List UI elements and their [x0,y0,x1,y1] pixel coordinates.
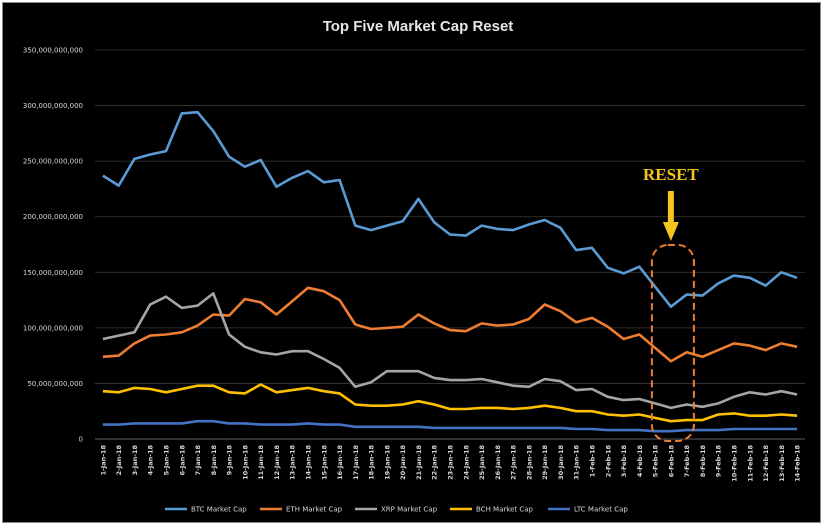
x-tick-label: 21-Jan-18 [415,445,423,480]
x-tick-label: 16-Jan-18 [336,445,344,480]
series-lines [102,110,798,433]
x-tick-label: 9-Jan-18 [226,445,234,476]
reset-highlight-box [650,244,695,442]
y-tick-label: 200,000,000,000 [23,213,83,221]
x-tick-label: 6-Jan-18 [178,445,186,476]
x-tick-label: 3-Feb-18 [620,445,628,478]
x-tick-label: 13-Jan-18 [289,445,297,480]
x-tick-label: 6-Feb-18 [667,445,675,478]
x-tick-label: 10-Feb-18 [731,445,739,482]
x-tick-label: 1-Jan-18 [99,445,107,476]
x-axis-ticks: 1-Jan-18 2-Jan-18 3-Jan-18 4-Jan-18 5-Jan-18… [99,445,801,482]
y-axis-ticks: 0 50,000,000,000 100,000,000,000 150,000,00… [23,47,83,444]
x-tick-label: 8-Feb-18 [699,445,707,478]
series-line-xrp-market-cap [102,292,798,410]
gridlines [95,49,805,440]
x-tick-label: 19-Jan-18 [383,445,391,480]
x-tick-label: 3-Jan-18 [131,445,139,476]
series-line-ltc-market-cap [102,419,798,433]
legend: BTC Market Cap ETH Market Cap XRP Market C… [165,506,628,514]
y-tick-label: 0 [79,436,83,444]
x-tick-label: 26-Jan-18 [494,445,502,480]
legend-label: BCH Market Cap [476,506,534,514]
x-tick-label: 22-Jan-18 [431,445,439,480]
x-tick-label: 23-Jan-18 [447,445,455,480]
y-tick-label: 300,000,000,000 [23,102,83,110]
x-tick-label: 11-Jan-18 [257,445,265,480]
y-tick-label: 150,000,000,000 [23,269,83,277]
x-tick-label: 8-Jan-18 [210,445,218,476]
chart-title: Top Five Market Cap Reset [323,18,514,35]
x-tick-label: 28-Jan-18 [525,445,533,480]
x-tick-label: 17-Jan-18 [352,445,360,480]
x-tick-label: 5-Jan-18 [163,445,171,476]
x-tick-label: 4-Feb-18 [636,445,644,478]
x-tick-label: 7-Feb-18 [683,445,691,478]
x-tick-label: 14-Jan-18 [305,445,313,480]
series-line-btc-market-cap [102,110,798,309]
line-chart: Top Five Market Cap Reset 0 50,000,000,00… [23,18,805,514]
x-tick-label: 2-Jan-18 [115,445,123,476]
series-line-eth-market-cap [102,286,798,363]
x-tick-label: 7-Jan-18 [194,445,202,476]
x-tick-label: 11-Feb-18 [746,445,754,482]
legend-label: LTC Market Cap [574,506,628,514]
x-tick-label: 14-Feb-18 [794,445,802,482]
reset-label: RESET [643,165,699,184]
x-tick-label: 1-Feb-18 [589,445,597,478]
x-tick-label: 12-Jan-18 [273,445,281,480]
legend-label: XRP Market Cap [381,506,438,514]
y-tick-label: 100,000,000,000 [23,324,83,332]
x-tick-label: 5-Feb-18 [652,445,660,478]
x-tick-label: 2-Feb-18 [604,445,612,478]
x-tick-label: 29-Jan-18 [541,445,549,480]
reset-annotation: RESET [643,165,699,442]
x-tick-label: 27-Jan-18 [510,445,518,480]
x-tick-label: 9-Feb-18 [715,445,723,478]
x-tick-label: 12-Feb-18 [762,445,770,482]
x-tick-label: 31-Jan-18 [573,445,581,480]
x-tick-label: 25-Jan-18 [478,445,486,480]
x-tick-label: 24-Jan-18 [462,445,470,480]
legend-label: BTC Market Cap [191,506,247,514]
x-tick-label: 10-Jan-18 [241,445,249,480]
legend-label: ETH Market Cap [286,506,343,514]
reset-arrow-shaft [667,191,674,223]
reset-arrow-head [662,222,679,241]
x-tick-label: 18-Jan-18 [368,445,376,480]
y-tick-label: 350,000,000,000 [23,47,83,55]
y-tick-label: 50,000,000,000 [27,380,83,388]
x-tick-label: 15-Jan-18 [320,445,328,480]
x-tick-label: 4-Jan-18 [147,445,155,476]
x-tick-label: 30-Jan-18 [557,445,565,480]
y-tick-label: 250,000,000,000 [23,158,83,166]
x-tick-label: 20-Jan-18 [399,445,407,480]
x-tick-label: 13-Feb-18 [778,445,786,482]
series-line-bch-market-cap [102,383,798,423]
